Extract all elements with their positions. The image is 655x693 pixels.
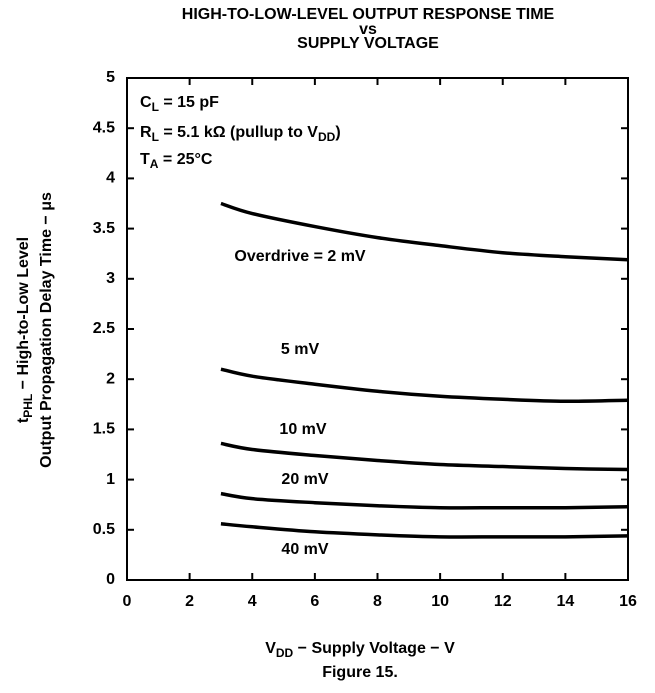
x-axis-label-part: DD (276, 646, 294, 660)
condition-part: ) (335, 124, 340, 141)
series-line (220, 491, 629, 510)
y-tick-label: 0.5 (93, 521, 115, 538)
condition: RL = 5.1 kΩ (pullup to VDD) (140, 124, 341, 144)
condition-part: = 25°C (158, 151, 212, 168)
condition: CL = 15 pF (140, 94, 219, 114)
series-label: 5 mV (281, 341, 320, 358)
y-axis-label-part: PHL (21, 394, 35, 418)
x-tick-label: 4 (248, 593, 257, 610)
condition-part: = 15 pF (159, 94, 219, 111)
x-tick-label: 0 (123, 593, 132, 610)
x-axis-label-part: V (265, 640, 276, 657)
condition-part: A (150, 157, 159, 171)
x-tick-label: 10 (431, 593, 449, 610)
y-tick-label: 4 (106, 170, 115, 187)
x-tick-label: 14 (556, 593, 574, 610)
series-line (220, 201, 629, 262)
y-tick-label: 1.5 (93, 421, 115, 438)
series-label: 10 mV (279, 421, 326, 438)
condition-part: L (152, 100, 159, 114)
chart-title: HIGH-TO-LOW-LEVEL OUTPUT RESPONSE TIME (182, 6, 555, 23)
condition-part: = 5.1 kΩ (pullup to V (159, 124, 318, 141)
condition: TA = 25°C (140, 151, 213, 171)
series-label-bg (274, 341, 326, 359)
x-tick-label: 6 (310, 593, 319, 610)
y-axis-label-part: Output Propagation Delay Time − μs (38, 192, 55, 468)
y-tick-label: 2 (106, 370, 115, 387)
series-line (220, 367, 629, 404)
y-tick-label: 5 (106, 69, 115, 86)
y-axis-label-part: t (15, 417, 32, 423)
series-label: Overdrive = 2 mV (234, 248, 366, 265)
series-label: 40 mV (281, 541, 328, 558)
x-axis-label: VDD − Supply Voltage − V (265, 640, 455, 660)
y-tick-label: 3 (106, 270, 115, 287)
series-label: 20 mV (281, 471, 328, 488)
y-tick-label: 4.5 (93, 119, 115, 136)
series-label-bg (275, 541, 335, 559)
y-axis-label: tPHL − High-to-Low Level (15, 237, 35, 423)
series-label-bg (275, 471, 335, 489)
x-tick-label: 16 (619, 593, 637, 610)
series-line (220, 522, 629, 539)
y-tick-label: 0 (106, 571, 115, 588)
chart-title: vs (359, 21, 377, 38)
condition-part: T (140, 151, 150, 168)
chart-title: SUPPLY VOLTAGE (297, 35, 439, 52)
x-axis-label-part: − Supply Voltage − V (293, 640, 455, 657)
series-line (220, 441, 629, 472)
caption: Figure 15. (322, 664, 398, 681)
condition-part: C (140, 94, 152, 111)
condition-part: L (152, 130, 159, 144)
y-axis-label-part: − High-to-Low Level (15, 237, 32, 394)
x-tick-label: 12 (494, 593, 512, 610)
condition-part: R (140, 124, 152, 141)
x-tick-label: 2 (185, 593, 194, 610)
condition-part: DD (318, 130, 336, 144)
y-tick-label: 3.5 (93, 220, 115, 237)
y-tick-label: 2.5 (93, 320, 115, 337)
series-label-bg (228, 248, 372, 266)
x-tick-label: 8 (373, 593, 382, 610)
y-axis-label: Output Propagation Delay Time − μs (38, 192, 55, 468)
y-tick-label: 1 (106, 471, 115, 488)
series-label-bg (273, 421, 333, 439)
